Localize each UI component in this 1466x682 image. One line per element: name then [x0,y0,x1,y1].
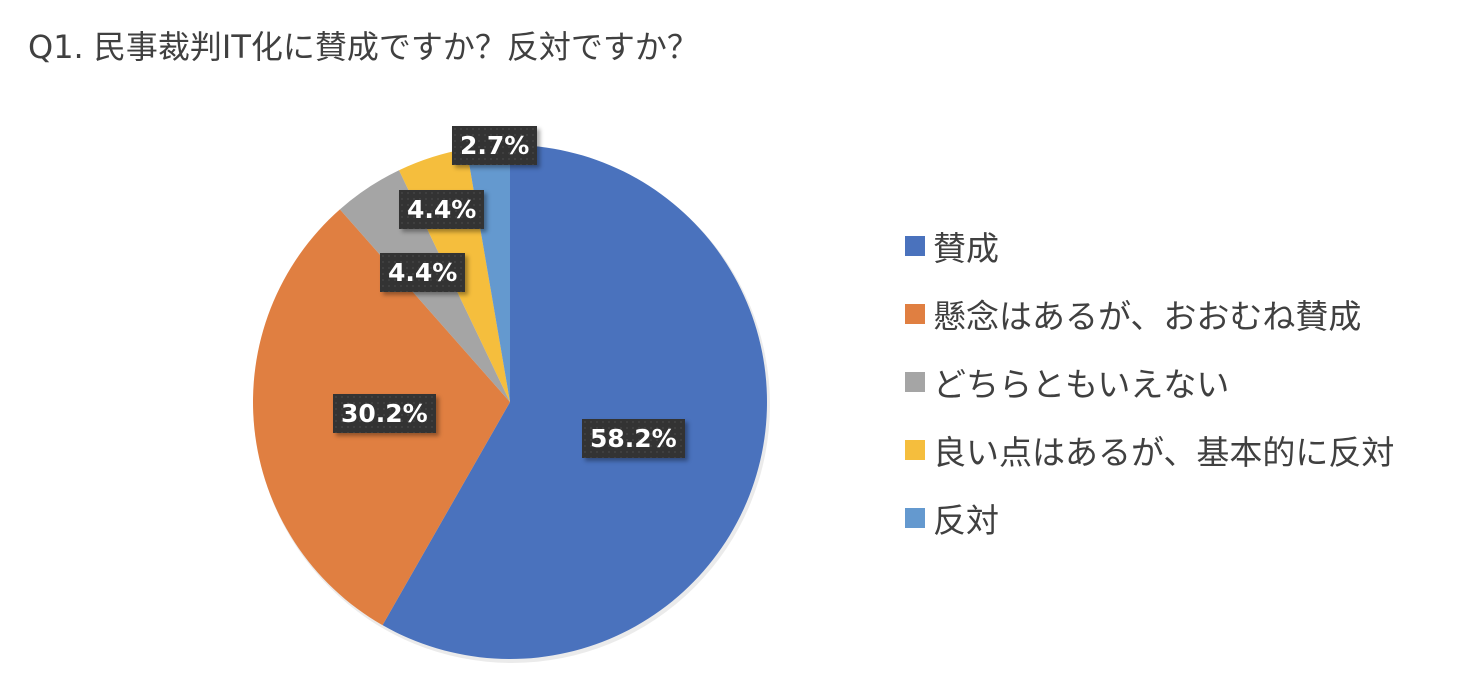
legend-item-hantai: 反対 [905,484,1394,552]
chart-title: Q1. 民事裁判IT化に賛成ですか？反対ですか？ [28,28,699,66]
data-label-sansei: 58.2% [582,419,685,458]
legend-item-mostly-hantai: 良い点はあるが、基本的に反対 [905,416,1394,484]
data-label-mostly-hantai: 4.4% [399,190,485,229]
pie-slices [252,145,770,663]
data-label-mostly-sansei: 30.2% [333,394,436,433]
legend-label: どちらともいえない [933,365,1230,404]
legend-label: 懸念はあるが、おおむね賛成 [933,297,1362,336]
data-label-hantai: 2.7% [452,126,538,165]
legend-swatch-icon [905,508,925,528]
legend-label: 反対 [933,501,999,540]
legend-label: 賛成 [933,229,999,268]
legend-item-sansei: 賛成 [905,212,1394,280]
pie-slice [382,145,767,659]
legend-swatch-icon [905,372,925,392]
legend-item-neutral: どちらともいえない [905,348,1394,416]
legend-label: 良い点はあるが、基本的に反対 [933,433,1395,472]
legend-swatch-icon [905,440,925,460]
legend-swatch-icon [905,236,925,256]
legend-swatch-icon [905,304,925,324]
data-label-neutral: 4.4% [380,253,466,292]
legend: 賛成 懸念はあるが、おおむね賛成 どちらともいえない 良い点はあるが、基本的に反… [905,212,1394,552]
legend-item-mostly-sansei: 懸念はあるが、おおむね賛成 [905,280,1394,348]
